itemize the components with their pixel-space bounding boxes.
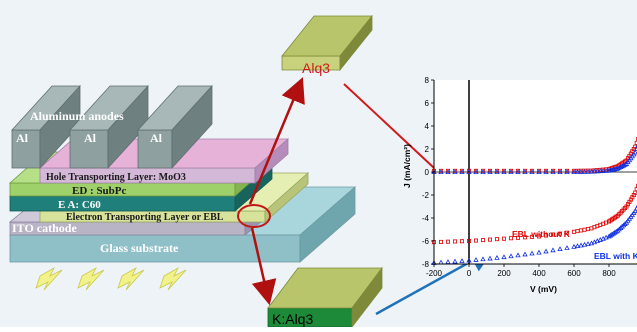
glass-substrate-label: Glass substrate: [100, 241, 179, 255]
y-tick-label: 6: [425, 99, 430, 108]
htl-label: Hole Transporting Layer: MoO3: [46, 172, 186, 183]
y-tick-label: 0: [425, 168, 430, 177]
lightning-icon: [36, 268, 62, 290]
y-tick-label: -2: [422, 191, 430, 200]
x-tick-label: -200: [426, 269, 443, 278]
series-label-ebl-without-k: EBL without K: [512, 229, 571, 239]
light-icons: [36, 268, 186, 290]
k-alq3-block: K:Alq3: [268, 268, 382, 327]
al-label-1: Al: [16, 131, 29, 145]
aluminum-anodes-label: Aluminum anodes: [30, 109, 124, 123]
x-tick-label: 400: [532, 269, 546, 278]
x-axis-label: V (mV): [530, 284, 557, 294]
al-label-3: Al: [150, 131, 163, 145]
alq3-block: Alq3: [282, 16, 372, 76]
ea-front: [10, 196, 235, 211]
k-alq3-label: K:Alq3: [272, 311, 313, 327]
x-tick-label: 600: [567, 269, 581, 278]
lightning-icon: [78, 268, 104, 290]
x-tick-label: 200: [497, 269, 511, 278]
y-tick-label: -6: [422, 237, 430, 246]
x-tick-label: 0: [467, 269, 472, 278]
lightning-icon: [160, 268, 186, 290]
ea-label: E A: C60: [58, 199, 101, 211]
ed-label: ED : SubPc: [72, 185, 127, 197]
y-axis-label: J (mA/cm²): [402, 144, 412, 188]
y-tick-label: 8: [425, 76, 430, 85]
alq3-label: Alq3: [302, 60, 330, 76]
etl-label: Electron Transporting Layer or EBL: [66, 212, 224, 223]
lightning-icon: [118, 268, 144, 290]
series-label-ebl-with-k: EBL with K: [594, 251, 637, 261]
ito-label: ITO cathode: [12, 221, 77, 235]
jv-chart: -200020040060080010086420-2-4-6-8 EBL wi…: [402, 76, 637, 294]
device-stack: Glass substrate ITO cathode Electron Tra…: [10, 86, 355, 290]
al-label-2: Al: [84, 131, 97, 145]
y-tick-label: -4: [422, 214, 430, 223]
y-tick-label: 2: [425, 145, 430, 154]
y-tick-label: 4: [425, 122, 430, 131]
y-tick-label: -8: [422, 260, 430, 269]
x-tick-label: 800: [602, 269, 616, 278]
